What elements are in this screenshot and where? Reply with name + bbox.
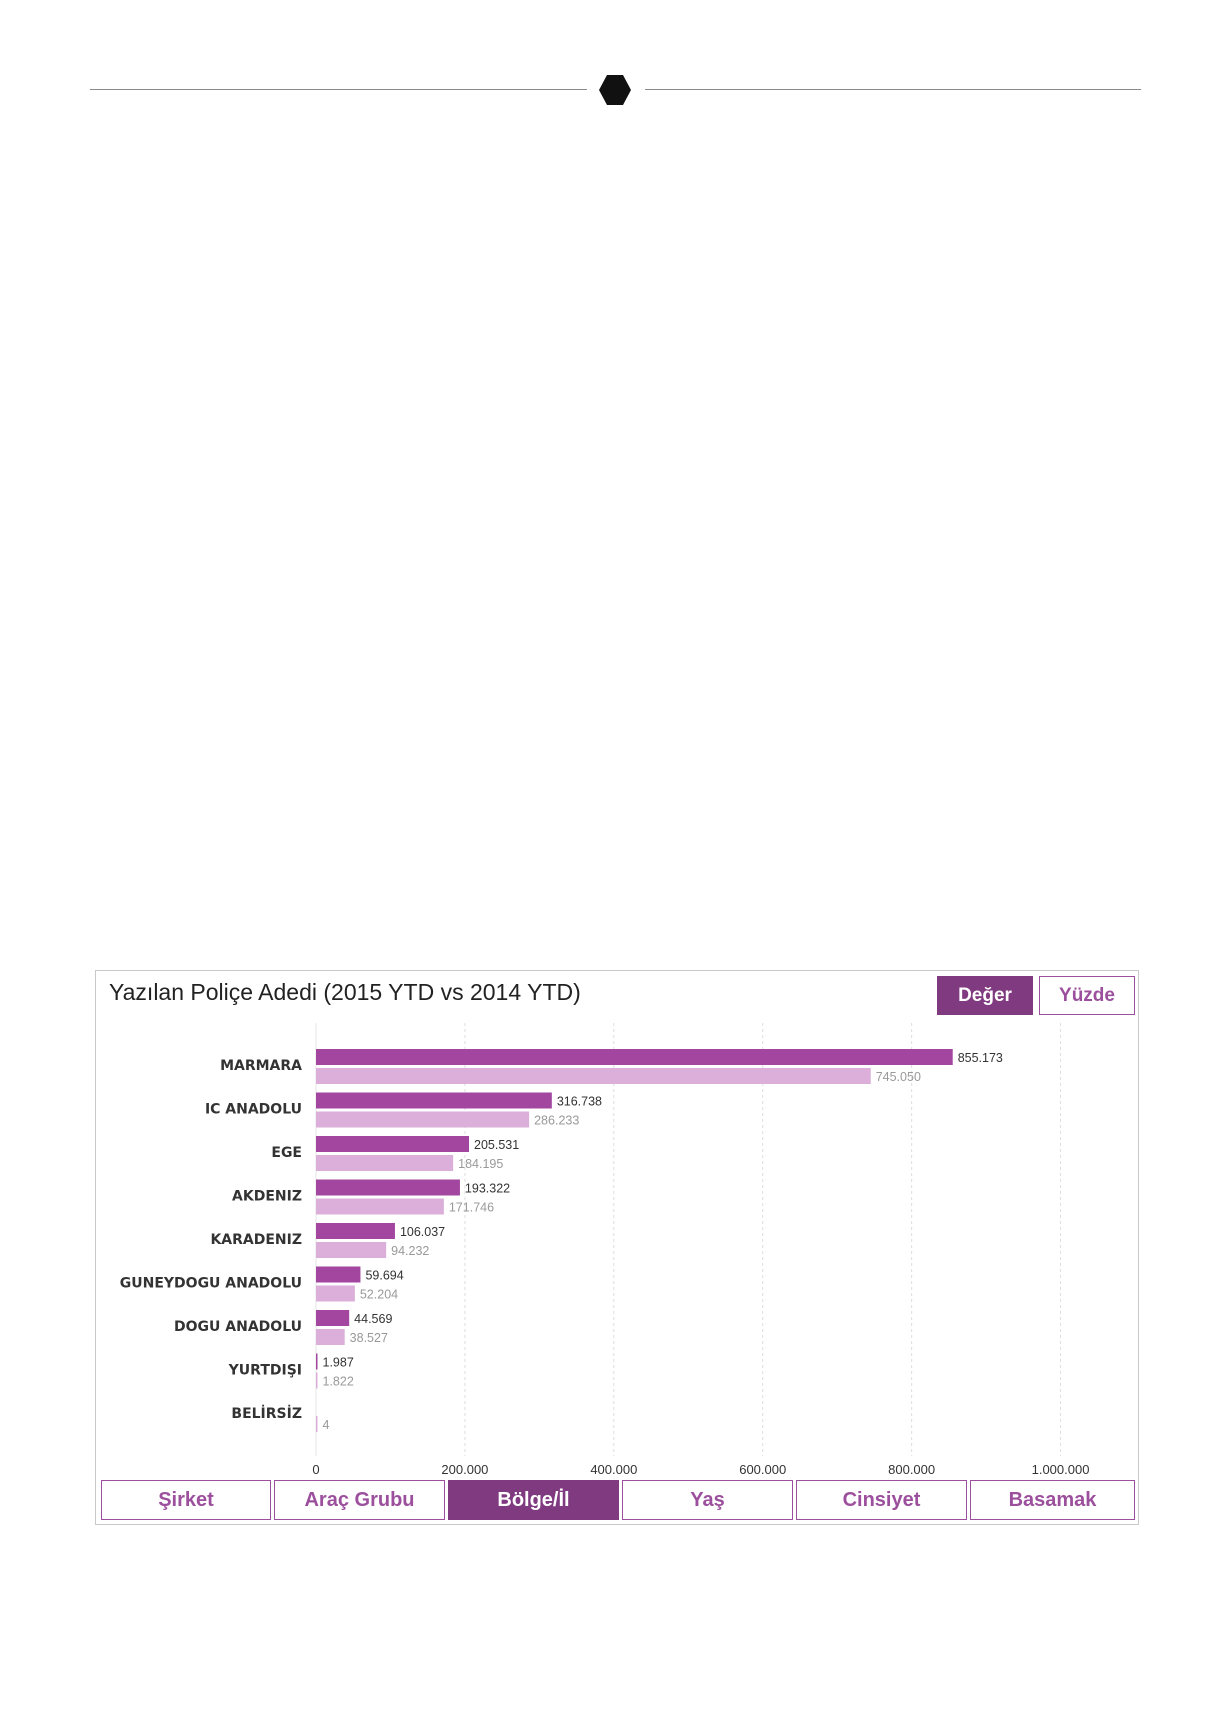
- yuzde-button[interactable]: Yüzde: [1039, 976, 1135, 1015]
- bar-2015: [316, 1353, 318, 1370]
- bar-chart: 0 200.000 400.000 600.000 800.000 1.000.000 MA…: [120, 1023, 1090, 1476]
- category-label: GUNEYDOGU ANADOLU: [120, 1276, 302, 1292]
- category-label: EGE: [271, 1145, 302, 1161]
- category-label: BELİRSİZ: [231, 1405, 302, 1422]
- data-label: 286.233: [534, 1114, 579, 1128]
- deger-button[interactable]: Değer: [937, 976, 1033, 1015]
- data-label: 59.694: [365, 1269, 403, 1283]
- tab-yas[interactable]: Yaş: [622, 1480, 793, 1520]
- category-label: AKDENIZ: [232, 1189, 302, 1205]
- data-label: 94.232: [391, 1244, 429, 1258]
- category-label: DOGU ANADOLU: [174, 1319, 302, 1335]
- bar-2014: [316, 1242, 387, 1258]
- bar-2014: [316, 1155, 454, 1171]
- data-label: 52.204: [360, 1288, 398, 1302]
- data-label: 4: [323, 1418, 330, 1432]
- bar-2014: [316, 1285, 355, 1302]
- bar-2015: [316, 1266, 361, 1283]
- data-label: 184.195: [458, 1157, 503, 1171]
- divider-line-left: [90, 89, 587, 90]
- bar-2015: [316, 1179, 460, 1196]
- data-label: 106.037: [400, 1225, 445, 1239]
- bar-2015: [316, 1092, 552, 1109]
- hexagon-icon: [599, 75, 631, 105]
- x-tick-label: 600.000: [739, 1462, 786, 1476]
- category-label: YURTDIŞI: [228, 1363, 302, 1379]
- tab-arac-grubu[interactable]: Araç Grubu: [274, 1480, 445, 1520]
- data-label: 38.527: [350, 1331, 388, 1345]
- x-tick-label: 800.000: [888, 1462, 935, 1476]
- bar-2014: [316, 1198, 444, 1215]
- bar-2015: [316, 1223, 395, 1239]
- x-tick-label: 400.000: [590, 1462, 637, 1476]
- divider-line-right: [645, 89, 1141, 90]
- category-label: MARMARA: [220, 1058, 302, 1074]
- tab-cinsiyet[interactable]: Cinsiyet: [796, 1480, 967, 1520]
- data-label: 745.050: [876, 1070, 921, 1084]
- chart-panel: Yazılan Poliçe Adedi (2015 YTD vs 2014 Y…: [95, 970, 1139, 1525]
- bar-2014: [316, 1068, 871, 1084]
- x-tick-label: 1.000.000: [1032, 1462, 1090, 1476]
- data-label: 316.738: [557, 1095, 602, 1109]
- bar-2014: [316, 1416, 318, 1432]
- data-label: 205.531: [474, 1138, 519, 1152]
- data-label: 171.746: [449, 1201, 494, 1215]
- tab-sirket[interactable]: Şirket: [101, 1480, 271, 1520]
- data-label: 1.987: [323, 1356, 354, 1370]
- bar-2015: [316, 1310, 350, 1326]
- x-tick-label: 200.000: [441, 1462, 488, 1476]
- x-tick-label: 0: [312, 1462, 319, 1476]
- bar-2014: [316, 1372, 318, 1389]
- data-label: 1.822: [323, 1375, 354, 1389]
- bar-2015: [316, 1049, 953, 1065]
- category-label: KARADENIZ: [210, 1232, 302, 1248]
- tab-bar: Şirket Araç Grubu Bölge/İl Yaş Cinsiyet …: [101, 1480, 1135, 1520]
- data-label: 44.569: [354, 1312, 392, 1326]
- chart-title: Yazılan Poliçe Adedi (2015 YTD vs 2014 Y…: [109, 979, 581, 1005]
- tab-basamak[interactable]: Basamak: [970, 1480, 1135, 1520]
- data-label: 193.322: [465, 1182, 510, 1196]
- category-label: IC ANADOLU: [205, 1102, 302, 1118]
- bar-2014: [316, 1329, 345, 1345]
- bar-2015: [316, 1136, 470, 1152]
- bar-2014: [316, 1111, 530, 1128]
- tab-bolge-il[interactable]: Bölge/İl: [448, 1480, 619, 1520]
- data-label: 855.173: [958, 1051, 1003, 1065]
